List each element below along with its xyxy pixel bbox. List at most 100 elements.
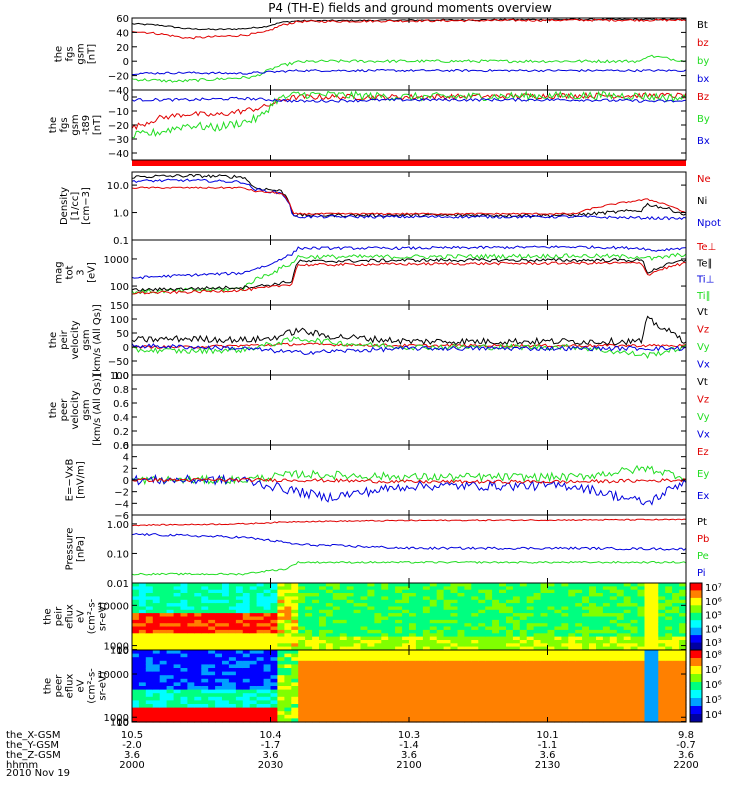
y-tick-label: 2 xyxy=(123,464,129,475)
y-axis-label: [nT] xyxy=(92,115,103,135)
y-tick-label: 0.10 xyxy=(107,549,129,560)
y-axis-label: the xyxy=(48,117,59,133)
footer-value: 2030 xyxy=(258,760,283,771)
date-label: 2010 Nov 19 xyxy=(6,768,70,779)
series-ez xyxy=(131,477,687,485)
y-axis-label: [mV/m] xyxy=(76,461,87,499)
series-pi xyxy=(131,532,687,551)
y-tick-label: 0 xyxy=(123,476,129,487)
y-axis-label: fgs xyxy=(65,46,76,61)
colorbar-label: 10⁴ xyxy=(705,710,722,721)
legend-item: by xyxy=(697,56,709,67)
series-ti⊥ xyxy=(131,245,686,280)
footer-value: 2200 xyxy=(673,760,698,771)
legend-item: Te⊥ xyxy=(696,242,716,253)
colorbar-cell xyxy=(690,690,702,699)
y-tick-label: 1000 xyxy=(104,713,129,724)
legend-item: bz xyxy=(697,38,709,49)
colorbar-cell xyxy=(690,714,702,723)
legend-item: Npot xyxy=(697,218,721,229)
y-tick-label: 10 xyxy=(116,646,129,657)
panel-p4: 1000 100 mag tot 3 [eV] Te⊥ Te∥ Ti⊥ Ti∥ xyxy=(54,239,716,306)
y-axis-label: eflux xyxy=(65,604,76,629)
colorbar-label: 10³ xyxy=(705,638,722,649)
y-tick-label: 1000 xyxy=(104,642,129,653)
footer-value: 9.8 xyxy=(678,730,694,741)
y-axis-label: [km/s (All Qs)] xyxy=(92,374,103,446)
panel-frame xyxy=(131,374,687,446)
y-axis-label: gsm xyxy=(76,43,87,64)
series-te∥ xyxy=(131,258,687,292)
legend-item: Bx xyxy=(697,136,710,147)
y-axis-label: eV xyxy=(76,679,87,692)
y-tick-label: −50 xyxy=(108,357,129,368)
y-tick-label: 0.4 xyxy=(113,413,129,424)
colorbar-cell xyxy=(690,674,702,683)
y-axis-label: peer xyxy=(54,674,65,698)
colorbar-label: 10⁵ xyxy=(705,695,722,706)
y-tick-label: 150 xyxy=(110,301,129,312)
y-axis-label: Pressure xyxy=(65,528,76,571)
y-axis-label: fgs xyxy=(59,117,70,132)
y-tick-label: 10000 xyxy=(97,670,129,681)
colorbar-cell xyxy=(690,612,702,621)
y-tick-label: 100 xyxy=(110,282,129,293)
panel-p3: 10.0 1.0 0.1 Density [1/cc] [cm−3] Ne Ni Npot xyxy=(59,171,721,247)
y-tick-label: −20 xyxy=(108,72,129,83)
colorbar-cell xyxy=(690,658,702,667)
y-tick-label: 10000 xyxy=(97,601,129,612)
colorbar-cell xyxy=(690,590,702,599)
y-tick-label: 0 xyxy=(123,93,129,104)
y-tick-label: 0 xyxy=(123,343,129,354)
y-tick-label: −2 xyxy=(114,488,129,499)
legend-item: Vt xyxy=(697,377,708,388)
series-ti∥ xyxy=(131,252,687,295)
y-tick-label: 1.0 xyxy=(113,209,129,220)
y-tick-label: −30 xyxy=(108,135,129,146)
y-axis-label: [nT] xyxy=(87,44,98,64)
legend-item: Te∥ xyxy=(696,258,713,269)
y-tick-label: 100 xyxy=(110,718,129,729)
footer-value: 3.6 xyxy=(401,750,417,761)
colorbar-cell xyxy=(690,583,702,591)
footer-row-label: the_Y-GSM xyxy=(6,740,59,751)
y-axis-label: the xyxy=(48,332,59,348)
colorbar-cell xyxy=(690,605,702,614)
legend-item: Pt xyxy=(697,517,707,528)
y-tick-label: 0.6 xyxy=(113,399,129,410)
y-tick-label: 100 xyxy=(110,315,129,326)
separator-bar xyxy=(132,160,686,166)
colorbar-label: 10⁵ xyxy=(705,611,722,622)
panel-p2: 0 −10 −20 −30 −40 the fgs gsm -t89 [nT] Bz By Bx xyxy=(48,89,710,161)
footer-value: 2100 xyxy=(396,760,421,771)
panel-p5: 150 100 50 0 −50 100 the peir velocity gsm [km/s (… xyxy=(48,301,710,382)
y-axis-label: sr-eV) xyxy=(98,671,109,700)
colorbar-frame xyxy=(689,649,703,723)
legend-item: Ti∥ xyxy=(696,291,711,302)
y-axis-label: (cm²-s- xyxy=(87,598,98,634)
series-ex xyxy=(131,473,687,506)
legend-item: Ez xyxy=(697,447,709,458)
series-npot xyxy=(131,178,687,221)
y-axis-label: eV xyxy=(76,610,87,623)
series-bx xyxy=(132,68,687,75)
legend-item: Vt xyxy=(697,307,708,318)
series-by xyxy=(131,54,687,83)
legend-item: Ey xyxy=(697,469,709,480)
y-axis-label: 3 xyxy=(76,269,87,275)
footer-value: 3.6 xyxy=(263,750,279,761)
y-tick-label: 60 xyxy=(116,14,129,25)
footer-value: 10.4 xyxy=(259,730,281,741)
panel-p1: 60 40 20 0 −20 −40 the fgs gsm [nT] Bt bz by bx xyxy=(54,14,710,97)
y-axis-label: [km/s (All Qs)] xyxy=(92,304,103,376)
y-axis-label: sr-eV) xyxy=(98,602,109,631)
panel-frame xyxy=(131,171,687,241)
y-tick-label: −4 xyxy=(114,499,129,510)
y-axis-label: the xyxy=(43,678,54,694)
legend-item: Pe xyxy=(697,551,709,562)
colorbar-cell xyxy=(690,627,702,636)
footer-row-label: the_Z-GSM xyxy=(6,750,61,761)
legend-item: Vy xyxy=(697,412,710,423)
